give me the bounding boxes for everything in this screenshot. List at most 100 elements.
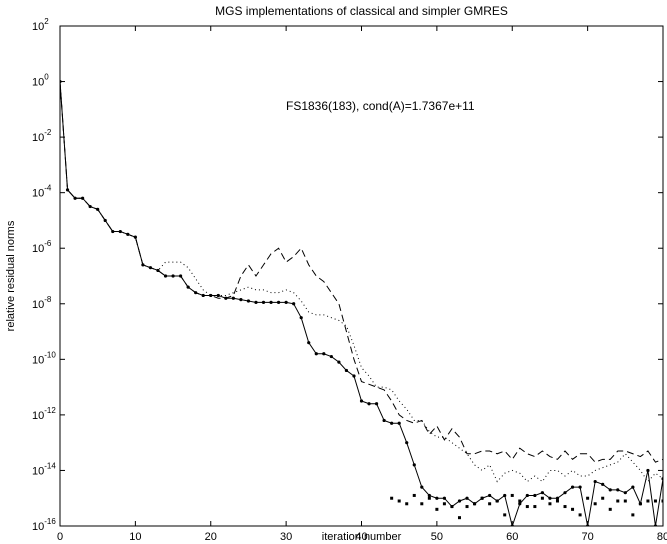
data-point [623, 499, 627, 503]
data-point [646, 468, 650, 473]
data-point [412, 463, 416, 467]
y-tick-base: 10 [32, 132, 44, 144]
data-point [661, 499, 663, 503]
x-tick-label: 80 [657, 531, 667, 543]
data-point [284, 300, 288, 304]
data-point [616, 499, 620, 503]
data-point [578, 485, 582, 489]
y-tick-exp: 0 [44, 73, 49, 82]
y-tick-base: 10 [32, 188, 44, 200]
x-tick-label: 20 [205, 531, 217, 543]
data-point [518, 499, 522, 503]
data-point [540, 491, 545, 495]
y-tick-exp: -8 [44, 295, 52, 304]
series-2 [60, 81, 663, 483]
x-tick-label: 30 [280, 531, 292, 543]
x-axis: 0 10 20 30 40 50 60 70 80 [57, 26, 667, 543]
y-tick-base: 10 [32, 299, 44, 311]
data-point [276, 300, 281, 304]
x-tick-label: 40 [355, 531, 367, 543]
y-tick-base: 10 [32, 410, 44, 422]
data-point [571, 507, 575, 511]
data-point [473, 502, 477, 506]
data-point [510, 493, 514, 497]
series-line [60, 81, 663, 483]
data-point [503, 513, 507, 517]
data-point [442, 496, 447, 500]
data-point [216, 293, 220, 298]
data-point [548, 502, 552, 506]
data-point [435, 507, 439, 511]
y-tick-exp: -6 [44, 239, 52, 248]
y-tick-label: 10-2 [32, 128, 52, 144]
data-point [367, 402, 371, 406]
y-tick-base: 10 [32, 77, 44, 89]
y-tick-label: 102 [32, 17, 49, 33]
data-point [329, 354, 333, 359]
x-tick-label: 60 [506, 531, 518, 543]
y-tick-label: 10-12 [32, 406, 56, 422]
x-tick-label: 10 [129, 531, 141, 543]
data-point [586, 496, 590, 500]
data-point [518, 502, 522, 506]
data-point [495, 499, 499, 503]
y-axis-label: relative residual norms [5, 220, 17, 331]
series-layer [60, 79, 663, 526]
data-point [314, 352, 318, 356]
data-point [435, 496, 439, 500]
y-tick-label: 10-8 [32, 295, 52, 311]
y-tick-base: 10 [32, 21, 44, 33]
series-1 [60, 79, 663, 526]
data-point [653, 499, 657, 503]
data-point [488, 493, 492, 498]
series-line [60, 81, 663, 463]
data-point [344, 368, 349, 373]
y-tick-label: 10-14 [32, 461, 56, 477]
data-point [307, 341, 311, 345]
data-point [405, 441, 409, 445]
x-tick-label: 50 [431, 531, 443, 543]
data-point [390, 496, 394, 500]
data-point [427, 496, 431, 500]
chart-annotation: FS1836(183), cond(A)=1.7367e+11 [286, 99, 475, 113]
data-point [510, 524, 514, 526]
y-tick-exp: -16 [44, 517, 56, 526]
data-point [503, 493, 507, 498]
data-point [420, 502, 424, 506]
data-point [405, 502, 409, 506]
data-point [623, 491, 627, 495]
y-tick-exp: 2 [44, 17, 49, 26]
data-point [465, 496, 469, 500]
data-point [246, 299, 251, 303]
series-3 [60, 81, 663, 463]
x-tick-label: 0 [57, 531, 63, 543]
data-point [616, 488, 620, 492]
y-tick-exp: -14 [44, 461, 56, 470]
y-tick-label: 10-6 [32, 239, 52, 255]
data-point [231, 296, 235, 300]
data-point [254, 300, 258, 304]
data-point [269, 300, 273, 304]
y-tick-base: 10 [32, 465, 44, 477]
data-point [601, 496, 605, 500]
series-4 [390, 493, 663, 520]
data-point [608, 488, 612, 492]
y-tick-exp: -10 [44, 350, 56, 359]
chart-title: MGS implementations of classical and sim… [215, 4, 508, 18]
data-point [359, 399, 364, 403]
data-point [480, 496, 484, 500]
y-tick-exp: -4 [44, 184, 52, 193]
data-point [646, 499, 650, 503]
y-tick-label: 10-4 [32, 184, 52, 200]
x-tick-label: 70 [582, 531, 594, 543]
y-axis: 10-1610-1410-1210-1010-810-610-410-21001… [32, 17, 663, 533]
y-tick-exp: -12 [44, 406, 56, 415]
data-point [374, 402, 379, 406]
data-point [163, 274, 168, 278]
data-point [586, 524, 590, 526]
data-point [533, 505, 537, 509]
data-point [420, 485, 424, 489]
data-point [593, 479, 597, 484]
data-point [239, 298, 243, 302]
